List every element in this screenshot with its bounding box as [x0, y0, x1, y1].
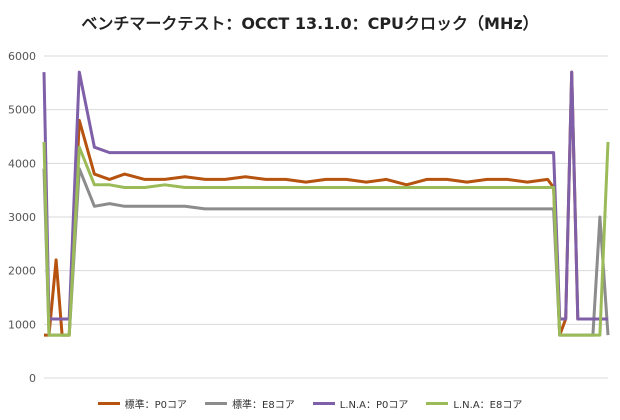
series-line-1: [44, 70, 608, 337]
legend-label: 標準：P0コア: [124, 400, 188, 411]
y-tick-label: 2000: [8, 265, 36, 278]
series-line-3: [42, 70, 608, 321]
y-tick-label: 1000: [8, 318, 36, 331]
series-line-2: [42, 167, 610, 337]
y-tick-label: 6000: [8, 50, 36, 63]
legend-swatch: [312, 402, 335, 405]
legend-swatch: [426, 402, 449, 405]
legend-label: 標準：E8コア: [232, 400, 295, 411]
y-tick-label: 4000: [8, 157, 36, 170]
y-tick-label: 3000: [8, 211, 36, 224]
legend-item: L.N.A：E8コア: [426, 396, 522, 411]
legend-item: L.N.A：P0コア: [312, 396, 409, 411]
legend-item: 標準：E8コア: [205, 396, 295, 411]
y-tick-label: 0: [29, 372, 36, 385]
chart-title: ベンチマークテスト：OCCT 13.1.0：CPUクロック（MHz）: [81, 14, 539, 33]
legend-swatch: [97, 402, 120, 405]
y-tick-label: 5000: [8, 104, 36, 117]
legend-label: L.N.A：P0コア: [339, 400, 409, 411]
legend-label: L.N.A：E8コア: [453, 400, 523, 411]
series-line-4: [42, 141, 610, 337]
legend-swatch: [205, 402, 228, 405]
legend: 標準：P0コア 標準：E8コア L.N.A：P0コア L.N.A：E8コア: [0, 396, 620, 411]
legend-item: 標準：P0コア: [97, 396, 188, 411]
